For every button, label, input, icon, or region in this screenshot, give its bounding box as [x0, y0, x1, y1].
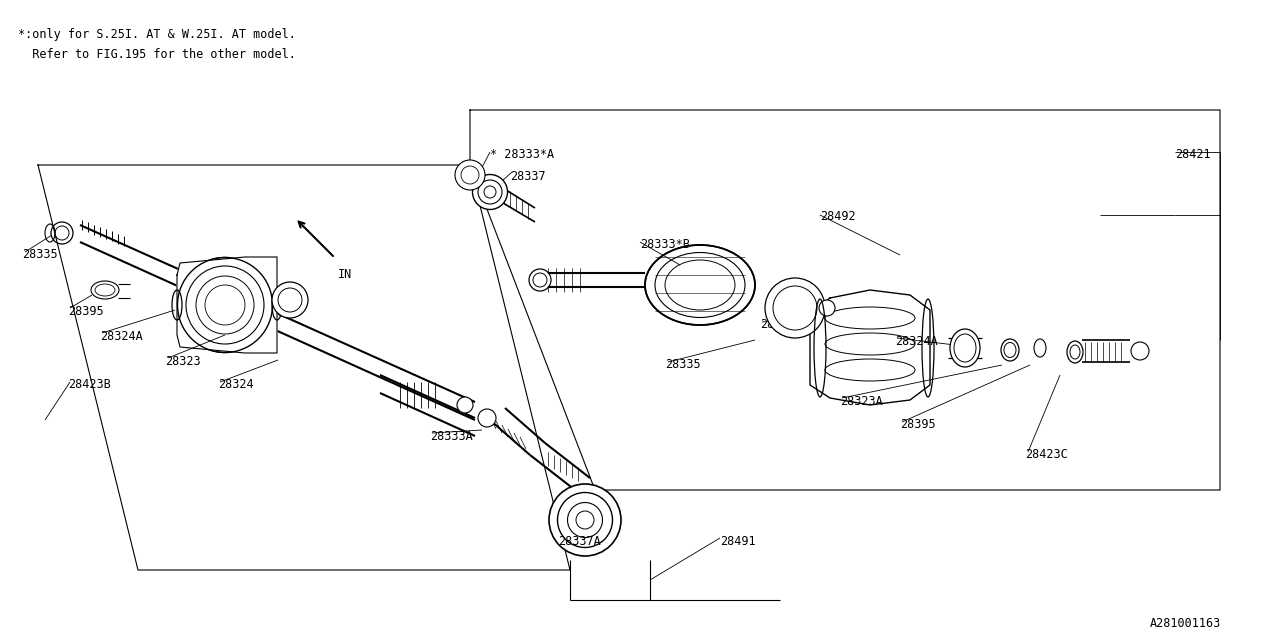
Text: A281001163: A281001163	[1149, 617, 1221, 630]
Circle shape	[457, 397, 474, 413]
Text: 28337A: 28337A	[558, 535, 600, 548]
Ellipse shape	[1068, 341, 1083, 363]
Text: 28492: 28492	[820, 210, 855, 223]
Text: 28335: 28335	[22, 248, 58, 261]
Ellipse shape	[549, 484, 621, 556]
Text: 28323A: 28323A	[840, 395, 883, 408]
Text: 28323: 28323	[165, 355, 201, 368]
Ellipse shape	[472, 175, 507, 209]
Text: Refer to FIG.195 for the other model.: Refer to FIG.195 for the other model.	[18, 48, 296, 61]
Text: 28324: 28324	[218, 378, 253, 391]
Circle shape	[819, 300, 835, 316]
Text: 28324A: 28324A	[895, 335, 938, 348]
Circle shape	[1132, 342, 1149, 360]
Text: 28324A: 28324A	[100, 330, 143, 343]
Text: 28395: 28395	[900, 418, 936, 431]
Text: *:only for S.25I. AT & W.25I. AT model.: *:only for S.25I. AT & W.25I. AT model.	[18, 28, 296, 41]
Text: 28324: 28324	[760, 318, 796, 331]
Ellipse shape	[178, 257, 273, 353]
Text: 28333A: 28333A	[430, 430, 472, 443]
Circle shape	[273, 282, 308, 318]
Ellipse shape	[1034, 339, 1046, 357]
Text: 28335: 28335	[666, 358, 700, 371]
Circle shape	[454, 160, 485, 190]
Text: * 28333*A: * 28333*A	[490, 148, 554, 161]
Ellipse shape	[529, 269, 550, 291]
Text: 28395: 28395	[68, 305, 104, 318]
Text: 28423C: 28423C	[1025, 448, 1068, 461]
Text: 28423B: 28423B	[68, 378, 111, 391]
Text: 28421: 28421	[1175, 148, 1211, 161]
Circle shape	[477, 409, 497, 427]
Polygon shape	[177, 257, 276, 353]
Ellipse shape	[1001, 339, 1019, 361]
Ellipse shape	[645, 245, 755, 325]
Ellipse shape	[950, 329, 980, 367]
Text: IN: IN	[338, 268, 352, 281]
Text: 28491: 28491	[719, 535, 755, 548]
Text: 28333*B: 28333*B	[640, 238, 690, 251]
Text: 28337: 28337	[509, 170, 545, 183]
Circle shape	[765, 278, 826, 338]
Polygon shape	[810, 290, 931, 405]
